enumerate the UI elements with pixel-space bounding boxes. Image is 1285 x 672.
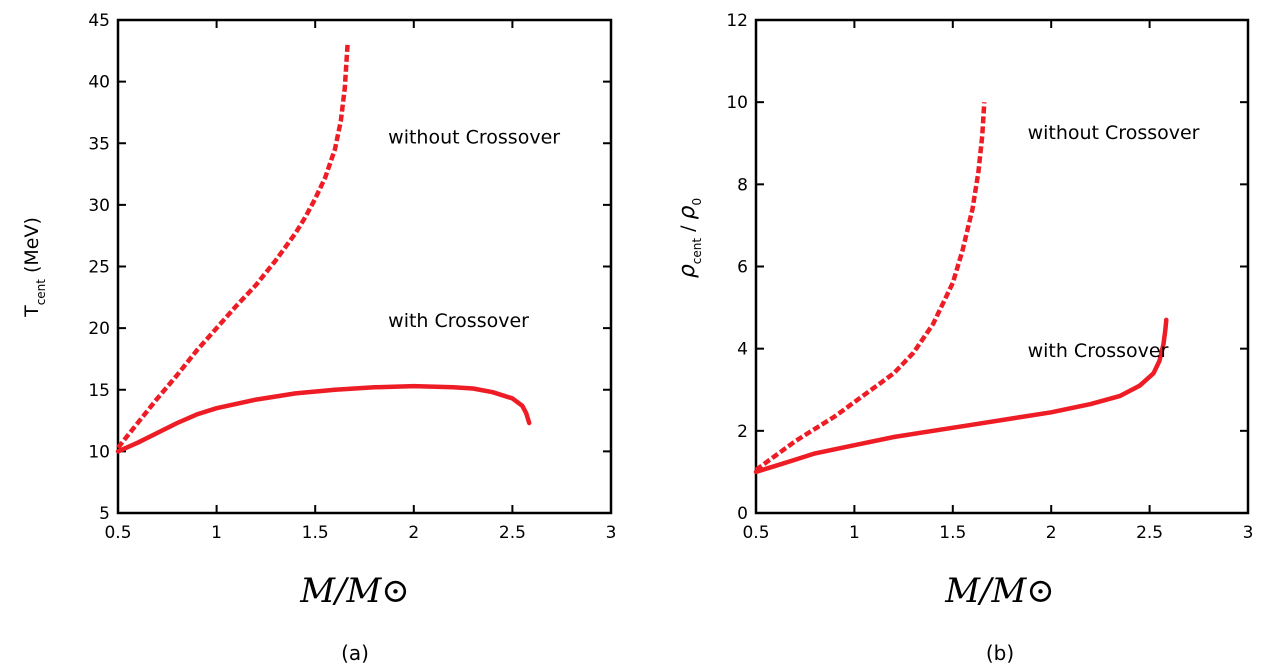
annotation-label: with Crossover <box>1028 340 1169 362</box>
annotations: without Crossover with Crossover <box>388 126 560 332</box>
tick-labels: 0.5 1 1.5 2 2.5 3 0 2 4 6 8 10 12 <box>726 11 1253 543</box>
x-tick-label: 1.5 <box>939 523 966 543</box>
x-tick-label: 3 <box>606 523 617 543</box>
y-axis-label: Tcent (MeV) <box>21 217 48 318</box>
y-tick-label: 35 <box>88 134 110 154</box>
x-tick-label: 0.5 <box>742 523 769 543</box>
y-tick-label: 8 <box>737 175 748 195</box>
ticks <box>755 19 1249 514</box>
y-label-denom-sub: 0 <box>690 198 704 206</box>
annotation-label: without Crossover <box>1028 122 1200 144</box>
x-tick-label: 1 <box>211 523 222 543</box>
y-tick-label: 40 <box>88 73 110 93</box>
series-line-solid <box>115 383 532 454</box>
x-tick-label: 0.5 <box>104 523 131 543</box>
x-tick-label: 1.5 <box>302 523 329 543</box>
y-tick-label: 25 <box>88 258 110 278</box>
y-tick-label: 2 <box>737 422 748 442</box>
ticks <box>117 19 612 514</box>
annotation-label: with Crossover <box>388 310 529 332</box>
y-tick-label: 45 <box>88 11 110 31</box>
x-tick-label: 1 <box>849 523 860 543</box>
x-tick-label: 2.5 <box>1136 523 1163 543</box>
y-label-denom: ρ <box>675 205 700 219</box>
x-axis-label: M/M⊙ <box>944 571 1055 611</box>
y-tick-label: 30 <box>88 196 110 216</box>
y-tick-label: 12 <box>726 11 748 31</box>
series-layer <box>753 102 1169 475</box>
annotation-label: without Crossover <box>388 126 560 148</box>
y-label-unit: (MeV) <box>21 217 43 273</box>
y-tick-label: 10 <box>726 93 748 113</box>
y-label-sub: cent <box>34 279 48 306</box>
y-tick-label: 5 <box>99 504 110 524</box>
y-label-slash: / <box>677 219 699 237</box>
plot-frame <box>754 18 1250 515</box>
plot-frame <box>116 18 613 515</box>
y-label-main: ρ <box>675 264 700 278</box>
panel-caption: (a) <box>341 641 369 665</box>
y-tick-label: 6 <box>737 258 748 278</box>
x-tick-label: 3 <box>1243 523 1254 543</box>
x-tick-label: 2.5 <box>499 523 526 543</box>
y-label-sub: cent <box>690 238 704 265</box>
y-tick-label: 0 <box>737 504 748 524</box>
annotations: without Crossover with Crossover <box>1028 122 1200 362</box>
y-tick-label: 4 <box>737 340 748 360</box>
y-tick-label: 15 <box>88 381 110 401</box>
series-line-dashed <box>754 102 987 472</box>
x-axis-label: M/M⊙ <box>299 571 410 611</box>
series-line-dashed <box>116 42 350 450</box>
series-layer <box>115 42 532 454</box>
x-tick-label: 2 <box>1046 523 1057 543</box>
y-tick-label: 10 <box>88 442 110 462</box>
y-axis-label: ρcent / ρ0 <box>675 198 704 278</box>
y-tick-label: 20 <box>88 319 110 339</box>
x-tick-label: 2 <box>408 523 419 543</box>
series-line-solid <box>753 317 1169 475</box>
panel-caption: (b) <box>986 641 1014 665</box>
y-label-main: T <box>21 305 43 318</box>
